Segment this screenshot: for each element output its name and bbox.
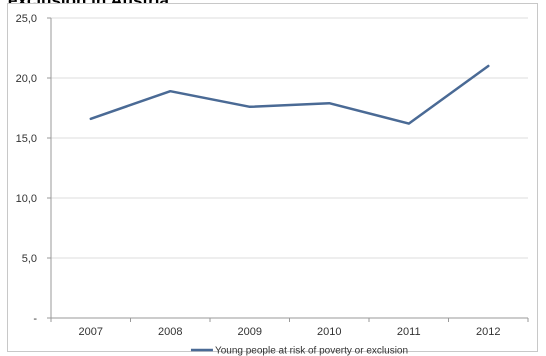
series-lines: [89, 64, 490, 125]
x-tick-labels: 2007 2008 2009 2010 2011 2012: [79, 326, 501, 338]
x-tick-label: 2010: [317, 326, 341, 338]
legend: Young people at risk of poverty or exclu…: [190, 346, 408, 356]
legend-label: Young people at risk of poverty or exclu…: [215, 346, 408, 356]
x-tick-label: 2009: [238, 326, 262, 338]
series-line: [89, 64, 490, 125]
y-tick-label: 20,0: [16, 73, 37, 85]
y-tick-label: 15,0: [16, 133, 37, 145]
y-tick-label: -: [33, 313, 37, 325]
y-tick-label: 25,0: [16, 13, 37, 25]
chart-frame: [7, 3, 538, 352]
axes: [47, 17, 529, 322]
gridlines: [51, 17, 528, 259]
y-tick-label: 5,0: [22, 253, 37, 265]
x-tick-label: 2007: [79, 326, 103, 338]
y-tick-label: 10,0: [16, 193, 37, 205]
x-tick-label: 2008: [158, 326, 182, 338]
x-tick-label: 2012: [476, 326, 500, 338]
x-tick-label: 2011: [397, 326, 421, 338]
y-tick-labels: - 5,0 10,0 15,0 20,0 25,0: [16, 13, 38, 325]
